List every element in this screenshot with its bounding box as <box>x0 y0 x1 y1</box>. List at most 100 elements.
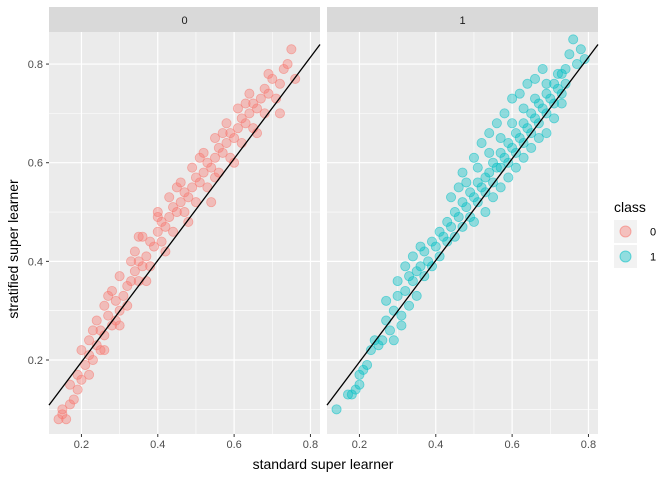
data-point <box>183 192 194 203</box>
data-point <box>221 118 232 129</box>
x-tick-label: 0.6 <box>226 439 241 451</box>
data-point <box>472 162 483 173</box>
data-point <box>263 68 274 79</box>
data-point <box>240 98 251 109</box>
data-point <box>484 147 495 158</box>
data-point <box>129 266 140 277</box>
data-point <box>240 118 251 129</box>
y-axis-title: stratified super learner <box>5 179 21 319</box>
data-point <box>168 226 179 237</box>
data-point <box>465 211 476 222</box>
data-point <box>87 325 98 336</box>
data-point <box>579 54 590 65</box>
data-point <box>126 276 137 287</box>
data-point <box>377 335 388 346</box>
data-point <box>99 345 110 356</box>
data-point <box>164 192 175 203</box>
data-point <box>84 369 95 380</box>
data-point <box>549 113 560 124</box>
data-point <box>206 162 217 173</box>
x-tick-label: 0.4 <box>150 439 165 451</box>
y-tick-label: 0.6 <box>28 158 43 170</box>
data-point <box>507 93 518 104</box>
x-tick-label: 0.2 <box>74 439 89 451</box>
data-point <box>129 246 140 257</box>
data-points <box>53 34 590 425</box>
data-point <box>232 103 243 114</box>
data-point <box>541 128 552 139</box>
data-point <box>252 103 263 114</box>
legend-key-0 <box>619 225 632 238</box>
data-point <box>552 68 563 79</box>
data-point <box>484 167 495 178</box>
data-point <box>282 59 293 70</box>
data-point <box>407 276 418 287</box>
reference-line <box>326 44 599 406</box>
data-point <box>491 118 502 129</box>
data-point <box>568 34 579 45</box>
x-axis-title: standard super learner <box>253 456 394 472</box>
data-point <box>491 162 502 173</box>
data-point <box>342 389 353 400</box>
data-point <box>91 315 102 326</box>
data-point <box>137 261 148 272</box>
data-point <box>286 44 297 55</box>
reference-line <box>48 44 321 406</box>
data-point <box>87 355 98 366</box>
data-point <box>164 211 175 222</box>
data-point <box>472 197 483 208</box>
legend: class 0 1 <box>614 199 656 268</box>
data-point <box>518 103 529 114</box>
data-point <box>236 137 247 148</box>
data-point <box>392 290 403 301</box>
data-point <box>541 78 552 89</box>
data-point <box>76 374 87 385</box>
data-point <box>331 404 342 415</box>
x-tick-label: 0.8 <box>303 439 318 451</box>
facet-strip-1 <box>327 7 598 32</box>
data-point <box>141 251 152 262</box>
data-point <box>411 290 422 301</box>
reference-lines <box>48 44 599 406</box>
data-point <box>446 221 457 232</box>
data-point <box>381 295 392 306</box>
data-point <box>156 236 167 247</box>
data-point <box>488 192 499 203</box>
data-point <box>244 88 255 99</box>
data-point <box>388 335 399 346</box>
data-point <box>274 108 285 119</box>
x-tick-label: 0.4 <box>428 439 443 451</box>
data-point <box>110 295 121 306</box>
data-point <box>430 241 441 252</box>
data-point <box>564 49 575 60</box>
panel-background-0 <box>49 32 320 434</box>
data-point <box>171 207 182 218</box>
data-point <box>495 133 506 144</box>
data-point <box>556 98 567 109</box>
data-point <box>229 133 240 144</box>
data-point <box>103 290 114 301</box>
data-point <box>404 300 415 311</box>
data-point <box>190 197 201 208</box>
data-point <box>533 133 544 144</box>
data-point <box>503 172 514 183</box>
data-point <box>457 221 468 232</box>
data-point <box>495 182 506 193</box>
data-point <box>221 137 232 148</box>
data-point <box>76 345 87 356</box>
data-point <box>530 93 541 104</box>
data-point <box>187 162 198 173</box>
data-point <box>84 335 95 346</box>
data-point <box>484 128 495 139</box>
legend-key-bg-1 <box>614 245 637 268</box>
data-point <box>362 359 373 370</box>
data-point <box>480 187 491 198</box>
data-point <box>530 73 541 84</box>
data-point <box>526 142 537 153</box>
data-point <box>407 251 418 262</box>
data-point <box>141 276 152 287</box>
data-point <box>381 315 392 326</box>
data-point <box>396 310 407 321</box>
legend-title: class <box>614 199 646 215</box>
